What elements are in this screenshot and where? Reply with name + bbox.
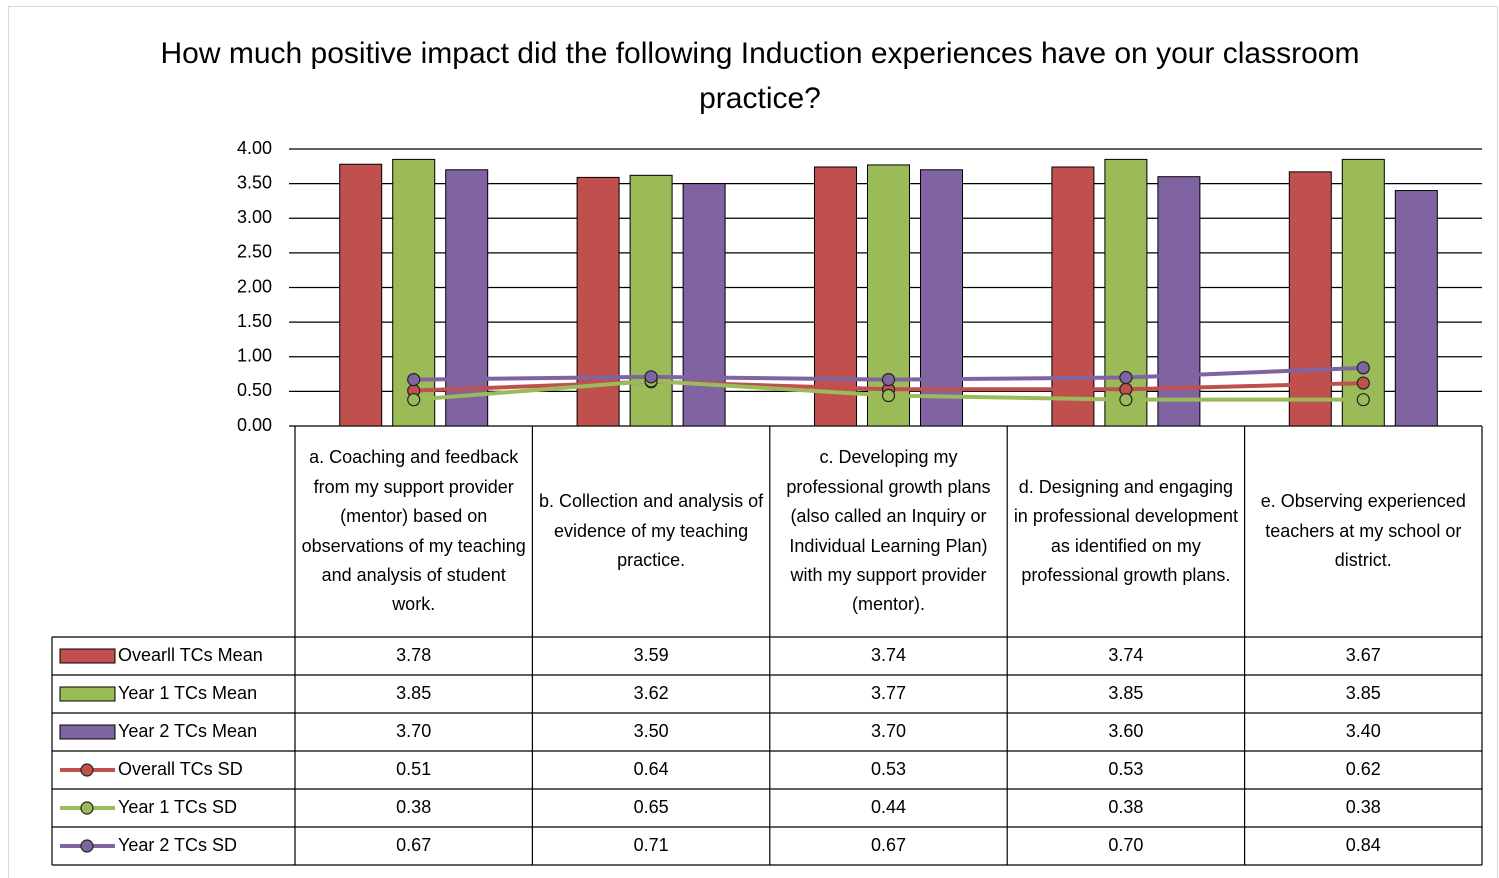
legend-label: Year 1 TCs SD: [118, 797, 237, 817]
category-label: e. Observing experienced teachers at my …: [1260, 491, 1466, 571]
y-tick-label: 2.50: [237, 242, 272, 262]
table-value: 0.62: [1346, 759, 1381, 779]
table-value: 3.85: [1346, 683, 1381, 703]
table-value: 3.85: [1108, 683, 1143, 703]
sd-marker: [1356, 393, 1370, 407]
y-tick-label: 2.00: [237, 276, 272, 296]
chart-title: How much positive impact did the followi…: [160, 37, 1360, 115]
legend-key-marker: [80, 801, 94, 815]
bar: [339, 163, 383, 427]
bar: [682, 183, 726, 427]
y-tick-label: 3.50: [237, 172, 272, 192]
sd-marker: [1119, 393, 1133, 407]
table-value: 0.64: [634, 759, 669, 779]
table-value: 3.67: [1346, 645, 1381, 665]
table-value: 0.71: [634, 835, 669, 855]
table-value: 3.62: [634, 683, 669, 703]
chart-frame: [8, 6, 1498, 878]
table-value: 0.67: [396, 835, 431, 855]
table-value: 3.78: [396, 645, 431, 665]
category-label-box: d. Designing and engaging in professiona…: [1013, 476, 1238, 585]
legend-key-marker: [80, 839, 94, 853]
sd-marker: [1119, 370, 1133, 385]
table-value: 3.74: [1108, 645, 1143, 665]
table-value: 0.84: [1346, 835, 1381, 855]
table-value: 0.65: [634, 797, 669, 817]
y-tick-label: 0.50: [237, 380, 272, 400]
table-value: 0.70: [1108, 835, 1143, 855]
category-label-box: b. Collection and analysis of evidence o…: [539, 491, 764, 571]
sd-marker: [1356, 376, 1370, 390]
table-value: 0.67: [871, 835, 906, 855]
bar: [1051, 166, 1095, 427]
table-value: 0.38: [1346, 797, 1381, 817]
y-tick-label: 1.50: [237, 311, 272, 331]
table-value: 0.51: [396, 759, 431, 779]
legend-key: [59, 648, 116, 664]
sd-marker: [881, 373, 896, 387]
table-value: 3.50: [634, 721, 669, 741]
bar: [1157, 176, 1201, 427]
bar: [814, 166, 857, 427]
category-label: d. Designing and engaging in professiona…: [1013, 476, 1238, 585]
y-tick-label: 3.00: [237, 207, 272, 227]
y-tick-label: 4.00: [237, 138, 272, 158]
sd-marker: [407, 393, 421, 407]
table-value: 0.53: [871, 759, 906, 779]
category-label: b. Collection and analysis of evidence o…: [539, 491, 764, 571]
category-label-box: c. Developing my professional growth pla…: [786, 447, 991, 615]
category-label: c. Developing my professional growth pla…: [786, 447, 991, 615]
sd-marker: [407, 373, 421, 387]
sd-marker: [644, 370, 658, 384]
y-tick-label: 0.00: [237, 415, 272, 435]
table-value: 3.77: [871, 683, 906, 703]
table-value: 0.38: [1108, 797, 1143, 817]
bar: [445, 169, 489, 427]
table-value: 3.85: [396, 683, 431, 703]
category-label-box: a. Coaching and feedback from my support…: [301, 447, 526, 615]
y-tick-label: 1.00: [237, 346, 272, 366]
chart-title-box: How much positive impact did the followi…: [160, 37, 1360, 115]
legend-label: Year 2 TCs Mean: [118, 721, 257, 741]
table-value: 3.74: [871, 645, 906, 665]
bar: [1288, 171, 1332, 427]
bar: [629, 174, 673, 427]
bar: [1394, 190, 1438, 427]
table-value: 0.53: [1108, 759, 1143, 779]
sd-marker: [1356, 361, 1370, 375]
legend-key: [59, 686, 116, 702]
table-value: 3.70: [871, 721, 906, 741]
table-value: 3.40: [1346, 721, 1381, 741]
table-value: 0.38: [396, 797, 431, 817]
table-value: 3.59: [634, 645, 669, 665]
category-label: a. Coaching and feedback from my support…: [301, 447, 526, 615]
legend-key: [59, 724, 116, 740]
legend-label: Overall TCs SD: [118, 759, 243, 779]
legend-label: Year 1 TCs Mean: [118, 683, 257, 703]
legend-label: Year 2 TCs SD: [118, 835, 237, 855]
sd-marker: [881, 388, 896, 403]
bar: [920, 169, 963, 427]
table-value: 0.44: [871, 797, 906, 817]
legend-label: Ovearll TCs Mean: [118, 645, 263, 665]
legend-key-marker: [80, 763, 94, 777]
table-value: 3.60: [1108, 721, 1143, 741]
table-value: 3.70: [396, 721, 431, 741]
bar: [576, 176, 620, 427]
category-label-box: e. Observing experienced teachers at my …: [1260, 491, 1466, 571]
